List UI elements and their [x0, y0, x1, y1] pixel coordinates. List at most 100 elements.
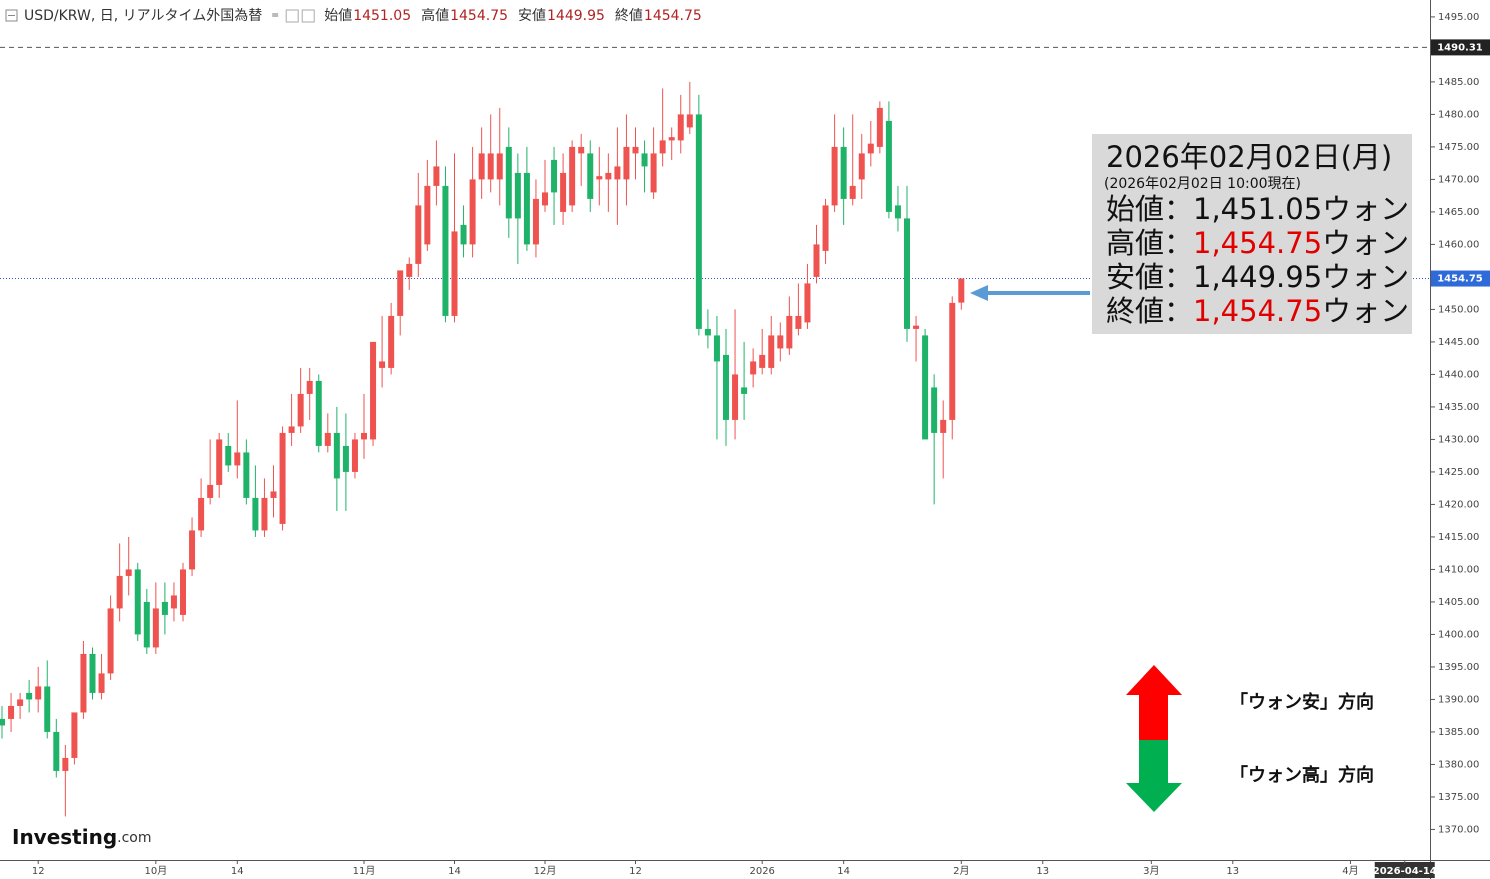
info-label: 始値： — [1106, 192, 1194, 226]
x-tick-label: 10月 — [144, 865, 167, 877]
ohlc-value: 1451.05 — [353, 8, 411, 24]
info-rows: 始値：1,451.05ウォン 高値：1,454.75ウォン 安値：1,449.95ウ… — [1106, 192, 1412, 328]
candle-body — [949, 302, 956, 420]
x-tick-label: 13 — [1036, 866, 1049, 877]
ohlc-value: 1449.95 — [547, 8, 605, 24]
candle-body — [125, 569, 132, 576]
x-tick-label: 3月 — [1143, 865, 1159, 877]
candle-body — [641, 153, 648, 167]
candle-body — [958, 278, 965, 303]
candle-body — [225, 445, 232, 466]
y-tick-label: 1420.00 — [1438, 499, 1479, 510]
info-value: 1,449.95 — [1193, 260, 1323, 294]
info-unit: ウォン — [1322, 192, 1410, 226]
toolbar-icon[interactable] — [285, 9, 299, 23]
info-row: 安値：1,449.95ウォン — [1106, 260, 1412, 294]
candle-body — [768, 335, 775, 368]
candle-body — [668, 137, 675, 141]
candle-body — [913, 325, 920, 329]
candle-body — [198, 497, 205, 531]
candle-body — [98, 673, 105, 693]
candle-body — [424, 185, 431, 245]
cursor-date-bg — [1374, 862, 1435, 878]
info-value: 1,451.05 — [1193, 192, 1323, 226]
y-tick-label: 1405.00 — [1438, 597, 1479, 608]
x-tick-label: 14 — [231, 866, 244, 877]
candle-body — [80, 653, 87, 713]
x-tick-label: 11月 — [353, 865, 376, 877]
candle-body — [397, 270, 404, 316]
candle-body — [297, 393, 304, 427]
x-tick-label: 2026-04-14 — [1373, 866, 1437, 877]
candle-body — [134, 569, 141, 635]
reference-label: 1490.31 — [1437, 42, 1483, 53]
candle-body — [379, 361, 386, 368]
dropdown-icon[interactable] — [272, 13, 279, 17]
info-unit: ウォン — [1322, 260, 1410, 294]
candle-body — [542, 192, 548, 206]
logo: Investing.com — [12, 825, 152, 849]
candle-body — [777, 335, 784, 349]
y-tick-label: 1480.00 — [1438, 109, 1479, 120]
candle-body — [62, 757, 69, 771]
candle-body — [623, 146, 630, 180]
candle-body — [71, 712, 78, 758]
x-tick-label: 13 — [1226, 866, 1239, 877]
candle-body — [116, 575, 123, 609]
y-tick-label: 1390.00 — [1438, 694, 1479, 705]
candle-body — [333, 432, 340, 479]
candle-body — [876, 107, 883, 147]
candle-body — [505, 146, 512, 219]
y-tick-label: 1495.00 — [1438, 12, 1479, 23]
collapse-icon[interactable] — [5, 9, 18, 22]
candle-body — [370, 341, 377, 440]
y-tick-label: 1475.00 — [1438, 142, 1479, 153]
x-tick-label: 2026 — [749, 866, 774, 877]
y-tick-label: 1450.00 — [1438, 304, 1479, 315]
candle-body — [306, 380, 313, 394]
candle-body — [840, 146, 847, 199]
candle-body — [795, 315, 802, 329]
candle-body — [750, 361, 757, 375]
ohlc-value: 1454.75 — [450, 8, 508, 24]
info-label: 安値： — [1106, 260, 1194, 294]
y-tick-label: 1400.00 — [1438, 629, 1479, 640]
candle-body — [478, 153, 485, 180]
candle-body — [342, 445, 349, 472]
candle-body — [931, 387, 938, 433]
info-row: 始値：1,451.05ウォン — [1106, 192, 1412, 226]
candle-body — [161, 601, 168, 615]
candle-body — [8, 705, 15, 719]
y-tick-label: 1375.00 — [1438, 792, 1479, 803]
candle-body — [560, 172, 567, 212]
candle-body — [858, 153, 865, 180]
candle-body — [741, 387, 748, 394]
candle-body — [578, 146, 585, 154]
candle-body — [189, 530, 196, 570]
y-tick-label: 1435.00 — [1438, 402, 1479, 413]
x-tick-label: 14 — [837, 866, 850, 877]
candle-body — [759, 354, 766, 368]
candle-body — [53, 731, 60, 771]
candle-body — [324, 432, 331, 446]
info-date: 2026年02月02日(月) — [1106, 140, 1393, 174]
y-tick-label: 1465.00 — [1438, 207, 1479, 218]
annotation: 「ウォン安」方向 — [1230, 691, 1374, 713]
x-tick-label: 12月 — [534, 865, 557, 877]
x-tick-label: 2月 — [953, 865, 969, 877]
annotation: 「ウォン高」方向 — [1230, 764, 1374, 786]
price-axis-bg — [1430, 0, 1490, 879]
logo-suffix: .com — [117, 830, 151, 846]
x-tick-label: 12 — [629, 866, 642, 877]
toolbar-icon[interactable] — [301, 9, 315, 23]
candle-body — [415, 205, 422, 264]
candle-body — [243, 452, 250, 498]
candle-body — [822, 205, 829, 251]
candle-body — [496, 153, 503, 180]
candle-body — [569, 146, 576, 206]
ohlc-value: 1454.75 — [644, 8, 702, 24]
reference-label: 1454.75 — [1437, 274, 1483, 285]
candle-body — [596, 176, 603, 180]
candle-body — [26, 692, 33, 700]
